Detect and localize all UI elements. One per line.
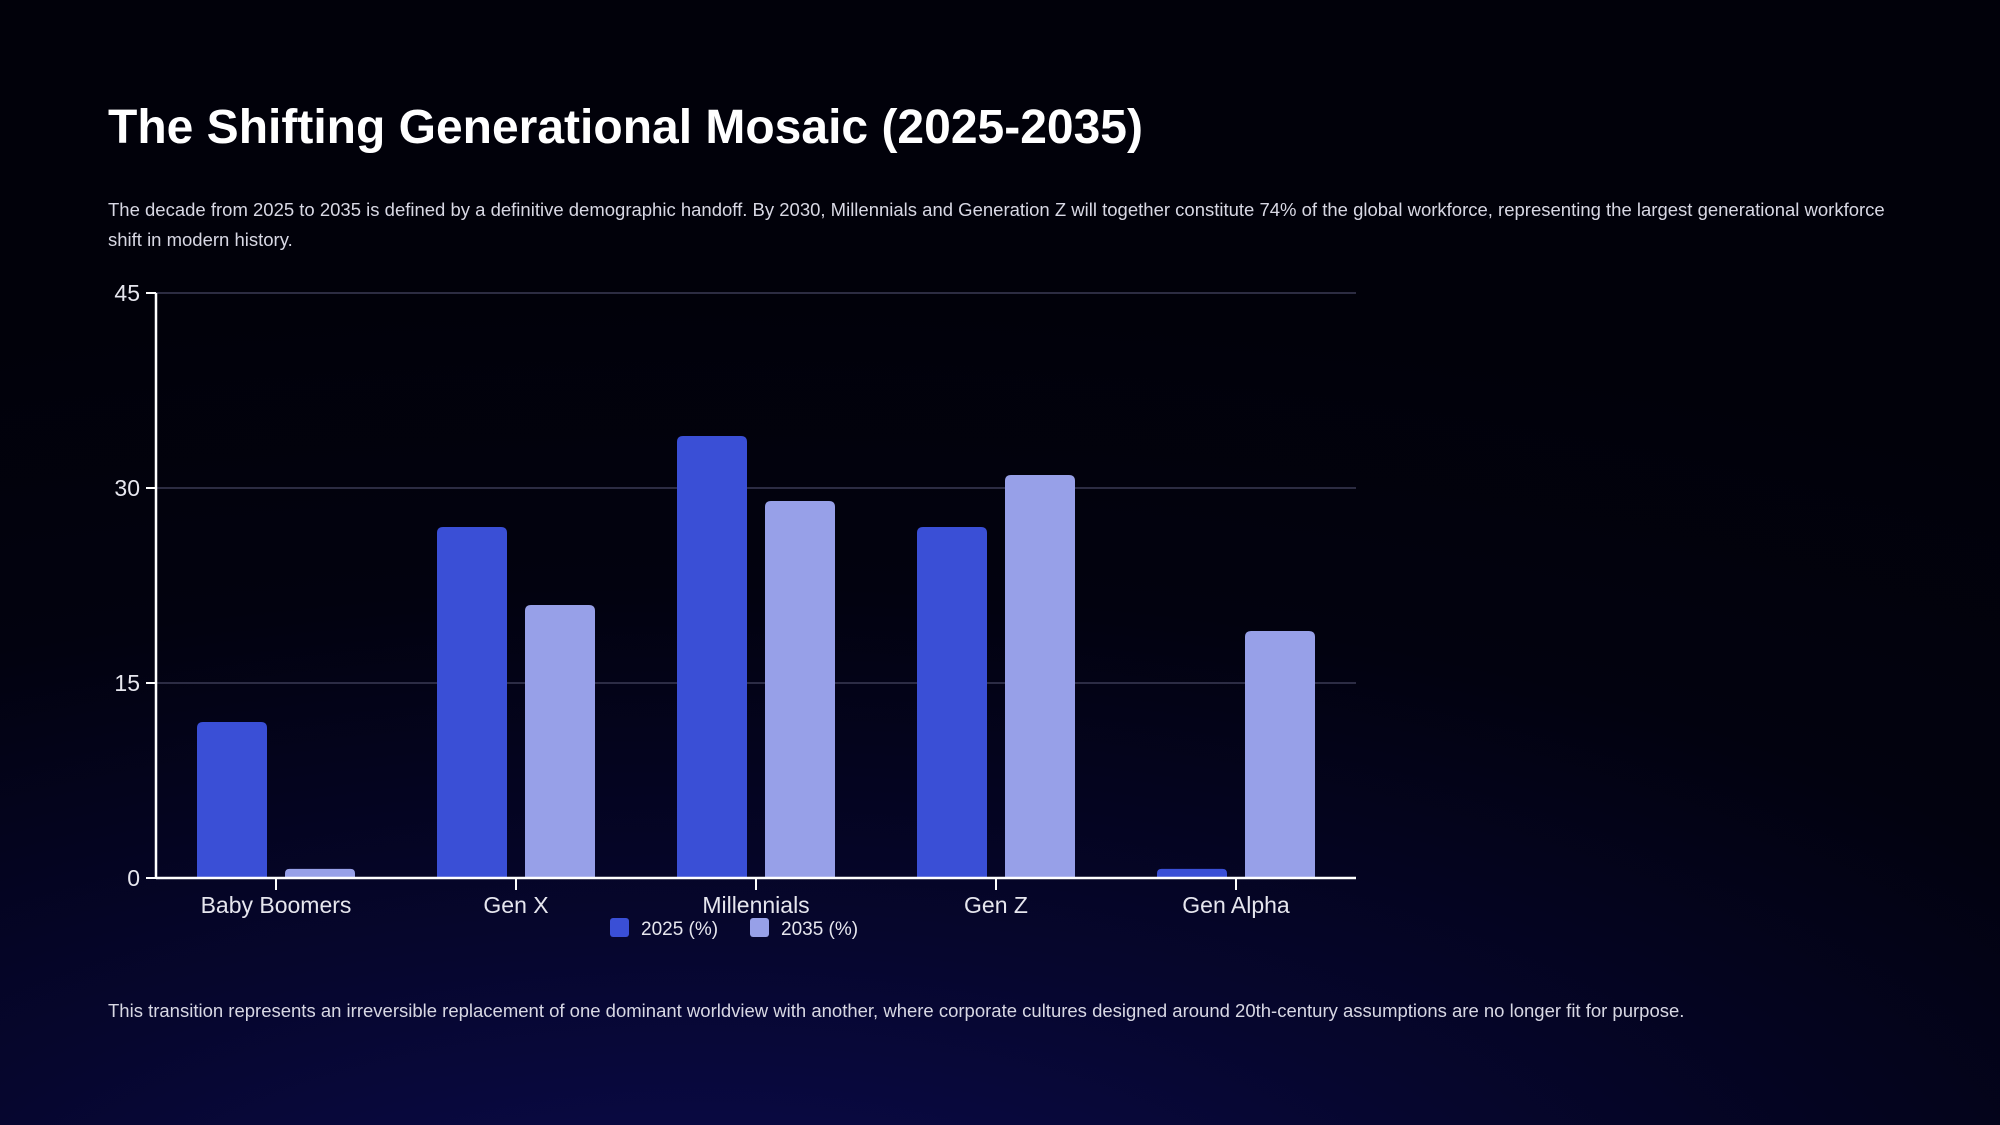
axes: 0 15 30 45 Baby Boomers Gen X Millennials Gen Z… — [114, 280, 1356, 918]
intro-paragraph: The decade from 2025 to 2035 is defined … — [108, 199, 1885, 250]
bar-series2-baby-boomers — [285, 868, 355, 878]
x-tick-label: Gen Z — [964, 892, 1028, 918]
legend-label: 2025 (%) — [641, 919, 718, 940]
bars — [197, 436, 1315, 878]
x-tick-label: Baby Boomers — [201, 892, 352, 918]
legend-swatch — [610, 918, 629, 937]
y-tick-label: 15 — [114, 670, 140, 696]
page-title: The Shifting Generational Mosaic (2025-2… — [108, 101, 1143, 154]
bar-series1-gen-x — [437, 527, 507, 878]
x-tick-label: Millennials — [702, 892, 809, 918]
y-tick-label: 0 — [127, 865, 140, 891]
bar-series2-gen-x — [525, 605, 595, 878]
bar-series2-gen-alpha — [1245, 631, 1315, 878]
grid-lines — [156, 292, 1356, 684]
legend-label: 2035 (%) — [781, 919, 858, 940]
x-tick-label: Gen X — [483, 892, 548, 918]
bar-chart: 0 15 30 45 Baby Boomers Gen X Millennials Gen Z… — [114, 280, 1356, 940]
y-tick-label: 45 — [114, 280, 140, 306]
x-tick-label: Gen Alpha — [1182, 892, 1290, 918]
bar-series1-gen-z — [917, 527, 987, 878]
legend: 2025 (%) 2035 (%) — [610, 918, 858, 940]
bar-series2-gen-z — [1005, 475, 1075, 878]
legend-swatch — [750, 918, 769, 937]
footer-paragraph: This transition represents an irreversib… — [108, 1000, 1685, 1021]
bar-series1-baby-boomers — [197, 722, 267, 878]
bar-series1-millennials — [677, 436, 747, 878]
bar-series1-gen-alpha — [1157, 868, 1227, 878]
y-tick-label: 30 — [114, 475, 140, 501]
bar-series2-millennials — [765, 501, 835, 878]
